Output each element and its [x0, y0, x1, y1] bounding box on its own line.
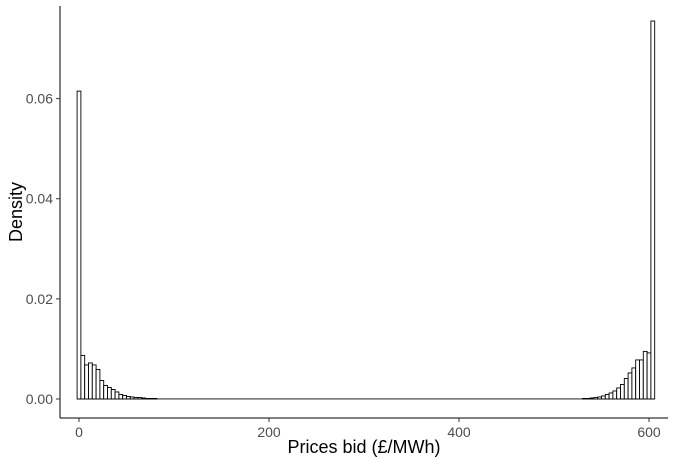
histogram-bar [110, 389, 116, 400]
histogram-bar [635, 359, 640, 400]
histogram-bar [642, 350, 648, 400]
x-tick-label: 0 [75, 424, 83, 440]
x-axis-title: Prices bid (£/MWh) [287, 437, 440, 457]
histogram-bar [620, 384, 625, 400]
histogram-bar [107, 387, 112, 400]
y-tick-label: 0.00 [26, 391, 53, 407]
histogram-bar [601, 395, 606, 400]
x-tick-label: 600 [637, 424, 661, 440]
histogram-bar [627, 372, 633, 400]
y-tick-label: 0.02 [26, 291, 53, 307]
histogram-bar [612, 390, 618, 400]
histogram-bar [616, 387, 621, 400]
y-tick-label: 0.06 [26, 91, 53, 107]
y-tick-label: 0.04 [26, 191, 53, 207]
histogram-bar [103, 385, 108, 400]
histogram-bar [84, 364, 89, 400]
histogram-bar [608, 392, 614, 400]
histogram-bar [80, 354, 86, 400]
histogram-bar [631, 367, 637, 400]
histogram-bar [76, 90, 82, 400]
axes-layer [59, 6, 668, 419]
histogram-bar [650, 20, 656, 400]
histogram-bar [623, 378, 629, 400]
x-tick-label: 200 [257, 424, 281, 440]
histogram-bar [646, 352, 652, 400]
histogram-bar [122, 395, 127, 400]
bars-layer [76, 20, 656, 400]
histogram-bar [88, 362, 93, 400]
histogram-bar [118, 394, 124, 400]
histogram-bar [639, 359, 644, 400]
histogram-bar [114, 391, 120, 400]
histogram-bar [95, 368, 101, 400]
histogram-bar [99, 380, 105, 400]
histogram-bar [91, 364, 97, 400]
y-axis-title: Density [6, 182, 26, 242]
y-ticks: 0.00 0.02 0.04 0.06 [26, 91, 60, 407]
x-ticks: 0 200 400 600 [75, 418, 661, 440]
x-tick-label: 400 [447, 424, 471, 440]
histogram-bar [604, 394, 610, 400]
